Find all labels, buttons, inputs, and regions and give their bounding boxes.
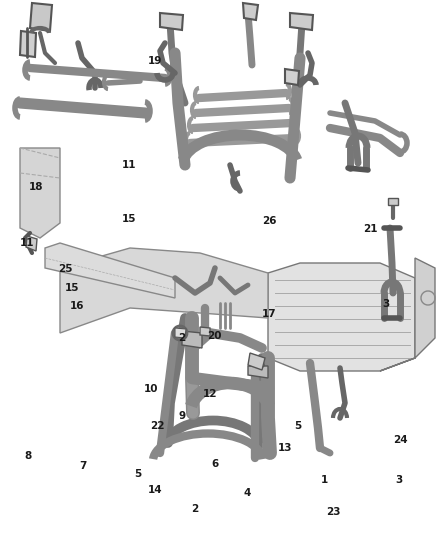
Text: 1: 1 — [321, 475, 328, 484]
Text: 4: 4 — [244, 488, 251, 498]
Text: 11: 11 — [122, 160, 137, 170]
Text: 8: 8 — [25, 451, 32, 461]
Text: 3: 3 — [395, 475, 402, 484]
Text: 12: 12 — [203, 390, 218, 399]
Polygon shape — [290, 13, 313, 30]
Polygon shape — [160, 13, 183, 30]
Text: 11: 11 — [20, 238, 35, 247]
Text: 21: 21 — [363, 224, 378, 234]
Text: 10: 10 — [144, 384, 159, 394]
Polygon shape — [380, 258, 435, 371]
Text: 14: 14 — [148, 486, 163, 495]
Polygon shape — [285, 69, 299, 85]
Polygon shape — [388, 198, 398, 205]
Text: 19: 19 — [148, 56, 162, 66]
Text: 9: 9 — [178, 411, 185, 421]
Polygon shape — [175, 328, 186, 338]
Polygon shape — [45, 243, 175, 298]
Polygon shape — [248, 366, 268, 378]
Polygon shape — [248, 353, 265, 370]
Text: 23: 23 — [325, 507, 340, 516]
Text: 7: 7 — [80, 462, 87, 471]
Text: 25: 25 — [58, 264, 73, 274]
Polygon shape — [182, 331, 202, 348]
Text: 2: 2 — [191, 504, 198, 514]
Text: 24: 24 — [393, 435, 408, 445]
Text: 15: 15 — [122, 214, 137, 223]
Polygon shape — [26, 236, 37, 251]
Text: 15: 15 — [65, 283, 80, 293]
Text: 22: 22 — [150, 422, 165, 431]
Text: 20: 20 — [207, 331, 222, 341]
Polygon shape — [200, 327, 210, 336]
Polygon shape — [243, 3, 258, 20]
Text: 5: 5 — [294, 422, 301, 431]
Polygon shape — [20, 31, 36, 57]
Text: 6: 6 — [211, 459, 218, 469]
Text: 16: 16 — [69, 302, 84, 311]
Text: 5: 5 — [134, 470, 141, 479]
Text: 2: 2 — [178, 334, 185, 343]
Text: 18: 18 — [28, 182, 43, 191]
Polygon shape — [268, 263, 415, 371]
Text: 13: 13 — [277, 443, 292, 453]
Text: 3: 3 — [382, 299, 389, 309]
Polygon shape — [60, 248, 268, 333]
Text: 26: 26 — [262, 216, 277, 226]
Polygon shape — [20, 148, 60, 238]
Text: 17: 17 — [262, 310, 277, 319]
Polygon shape — [30, 3, 52, 31]
